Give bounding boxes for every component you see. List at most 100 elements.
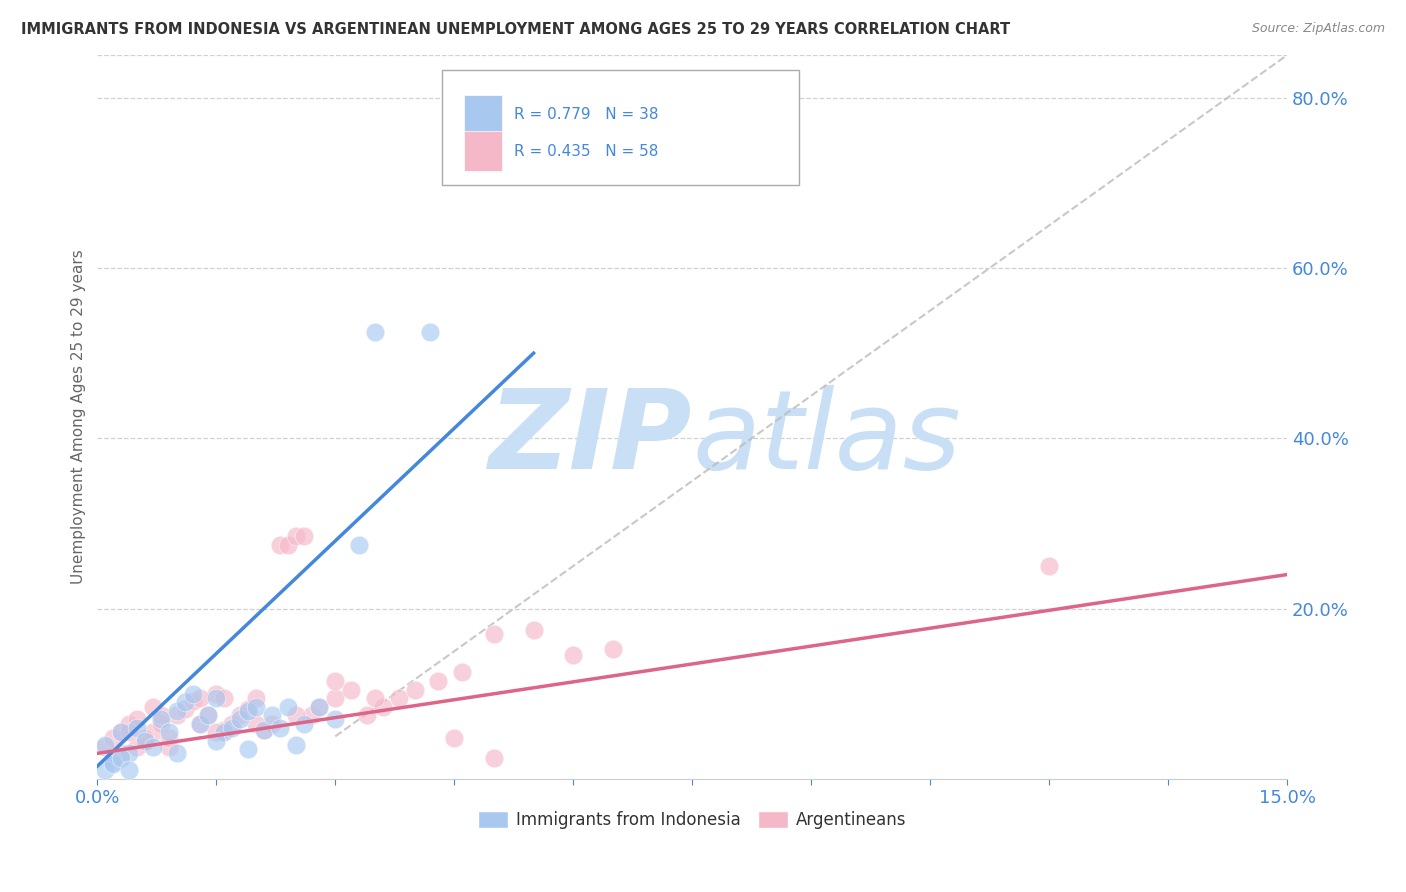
Point	[190, 716, 212, 731]
Point	[284, 529, 307, 543]
Point	[427, 673, 450, 688]
Text: R = 0.435   N = 58: R = 0.435 N = 58	[513, 144, 658, 159]
Point	[253, 723, 276, 737]
Point	[260, 708, 283, 723]
Point	[323, 673, 346, 688]
Point	[221, 721, 243, 735]
Point	[221, 716, 243, 731]
Point	[118, 764, 141, 778]
FancyBboxPatch shape	[464, 95, 502, 135]
Point	[197, 708, 219, 723]
Point	[236, 742, 259, 756]
Point	[388, 691, 411, 706]
Point	[245, 699, 267, 714]
Point	[340, 682, 363, 697]
Point	[166, 704, 188, 718]
Point	[253, 723, 276, 737]
Point	[125, 721, 148, 735]
Point	[205, 687, 228, 701]
Point	[125, 739, 148, 754]
Point	[166, 747, 188, 761]
Point	[245, 691, 267, 706]
Point	[562, 648, 585, 663]
Point	[229, 708, 252, 723]
Point	[229, 712, 252, 726]
Point	[212, 725, 235, 739]
Text: Source: ZipAtlas.com: Source: ZipAtlas.com	[1251, 22, 1385, 36]
Point	[602, 642, 624, 657]
Point	[236, 704, 259, 718]
Point	[212, 691, 235, 706]
Point	[173, 702, 195, 716]
Point	[236, 702, 259, 716]
Point	[205, 725, 228, 739]
Point	[118, 725, 141, 739]
Point	[157, 731, 180, 745]
FancyBboxPatch shape	[464, 131, 502, 171]
Point	[103, 731, 125, 745]
Point	[308, 699, 330, 714]
Text: IMMIGRANTS FROM INDONESIA VS ARGENTINEAN UNEMPLOYMENT AMONG AGES 25 TO 29 YEARS : IMMIGRANTS FROM INDONESIA VS ARGENTINEAN…	[21, 22, 1011, 37]
Point	[142, 739, 165, 754]
Point	[110, 725, 132, 739]
Text: atlas: atlas	[692, 385, 960, 492]
Y-axis label: Unemployment Among Ages 25 to 29 years: Unemployment Among Ages 25 to 29 years	[72, 250, 86, 584]
Point	[269, 538, 291, 552]
Point	[323, 712, 346, 726]
Point	[404, 682, 426, 697]
Point	[157, 725, 180, 739]
Point	[277, 538, 299, 552]
Point	[482, 750, 505, 764]
Point	[277, 699, 299, 714]
Point	[190, 716, 212, 731]
Point	[118, 747, 141, 761]
Point	[103, 750, 125, 764]
Text: ZIP: ZIP	[489, 385, 692, 492]
Point	[134, 733, 156, 747]
Point	[149, 716, 172, 731]
Point	[173, 695, 195, 709]
Point	[451, 665, 474, 680]
Point	[142, 725, 165, 739]
Point	[197, 708, 219, 723]
Point	[308, 699, 330, 714]
Point	[212, 723, 235, 737]
Point	[205, 691, 228, 706]
Point	[205, 733, 228, 747]
Point	[157, 739, 180, 754]
Point	[292, 529, 315, 543]
Point	[149, 708, 172, 723]
Legend: Immigrants from Indonesia, Argentineans: Immigrants from Indonesia, Argentineans	[471, 805, 912, 836]
Point	[443, 731, 465, 745]
Point	[110, 725, 132, 739]
Point	[94, 739, 117, 754]
Point	[110, 750, 132, 764]
Point	[125, 712, 148, 726]
Point	[166, 708, 188, 723]
Point	[347, 538, 370, 552]
Point	[301, 708, 323, 723]
Point	[269, 721, 291, 735]
Point	[134, 733, 156, 747]
Point	[371, 699, 394, 714]
Point	[260, 716, 283, 731]
Point	[284, 738, 307, 752]
Point	[190, 691, 212, 706]
Point	[118, 716, 141, 731]
Point	[482, 627, 505, 641]
Point	[323, 691, 346, 706]
Point	[292, 716, 315, 731]
Point	[142, 699, 165, 714]
Point	[103, 756, 125, 771]
Point	[134, 731, 156, 745]
Point	[356, 708, 378, 723]
Point	[523, 623, 546, 637]
Point	[110, 747, 132, 761]
Point	[364, 691, 387, 706]
Point	[94, 738, 117, 752]
Point	[419, 325, 441, 339]
Point	[245, 716, 267, 731]
FancyBboxPatch shape	[443, 70, 799, 186]
Point	[1038, 559, 1060, 574]
Point	[103, 755, 125, 769]
